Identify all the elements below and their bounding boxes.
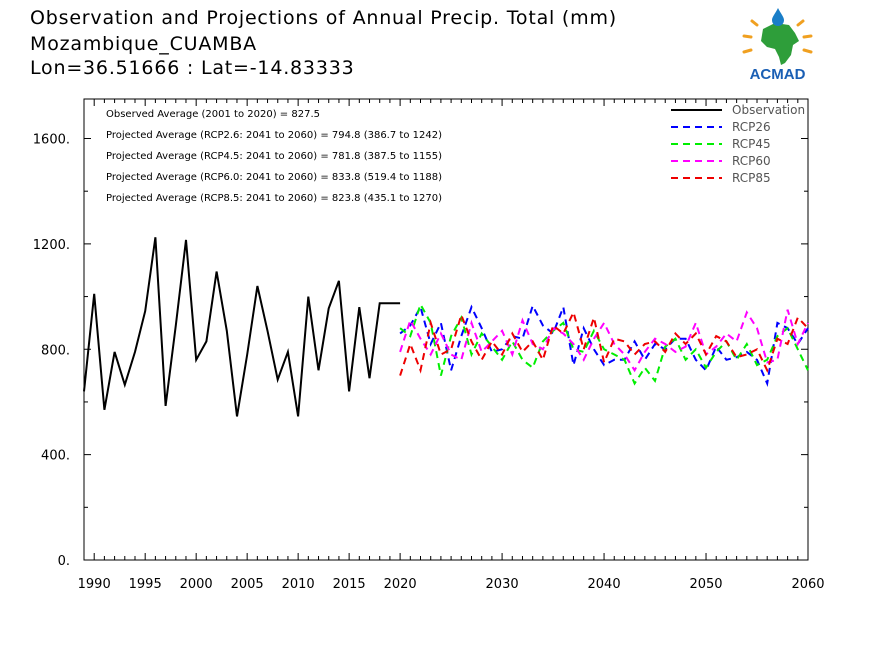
y-tick-label: 1600. — [33, 133, 70, 148]
series-line-rcp60 — [399, 309, 809, 373]
stat-rcp60: Projected Average (RCP6.0: 2041 to 2060)… — [106, 172, 442, 183]
station-name: Mozambique_CUAMBA — [30, 33, 257, 55]
x-tick-label: 2005 — [231, 577, 264, 592]
x-tick-label: 1990 — [78, 577, 111, 592]
legend-label-rcp60: RCP60 — [732, 154, 771, 168]
plot-frame — [83, 98, 809, 561]
x-tick-label: 2020 — [384, 577, 417, 592]
africa-map-logo: ACMAD — [742, 8, 813, 83]
legend-label-rcp45: RCP45 — [732, 137, 771, 151]
y-tick-label: 0. — [58, 554, 70, 569]
x-tick-label: 2050 — [689, 577, 722, 592]
station-coordinates: Lon=36.51666 : Lat=-14.83333 — [30, 57, 355, 79]
water-drop-icon — [772, 8, 784, 26]
legend-label-rcp26: RCP26 — [732, 120, 771, 134]
legend: Observation RCP26 RCP45 RCP60 RCP85 — [671, 103, 805, 185]
y-tick-label: 800. — [41, 343, 70, 358]
stat-rcp26: Projected Average (RCP2.6: 2041 to 2060)… — [106, 130, 442, 141]
sun-rays-icon — [742, 19, 813, 54]
stats-block: Observed Average (2001 to 2020) = 827.5 … — [106, 109, 442, 204]
x-tick-label: 2030 — [486, 577, 519, 592]
x-tick-label: 2010 — [282, 577, 315, 592]
series-layer — [83, 237, 809, 417]
stat-rcp45: Projected Average (RCP4.5: 2041 to 2060)… — [106, 151, 442, 162]
x-tick-label: 1995 — [129, 577, 162, 592]
legend-label-rcp85: RCP85 — [732, 171, 771, 185]
series-line-rcp45 — [399, 301, 809, 386]
stat-observed: Observed Average (2001 to 2020) = 827.5 — [106, 109, 320, 120]
x-tick-label: 2040 — [588, 577, 621, 592]
legend-label-observation: Observation — [732, 103, 805, 117]
x-tick-label: 2015 — [333, 577, 366, 592]
x-axis-ticks: 1990 1995 2000 2005 2010 2015 2020 2030 2040 2050… — [78, 99, 825, 592]
series-line-observation — [83, 237, 401, 417]
chart-title: Observation and Projections of Annual Pr… — [30, 7, 617, 29]
stat-rcp85: Projected Average (RCP8.5: 2041 to 2060)… — [106, 193, 442, 204]
africa-shape-icon — [761, 23, 799, 65]
series-line-rcp85 — [399, 309, 809, 376]
logo-text: ACMAD — [750, 66, 806, 83]
y-tick-label: 1200. — [33, 238, 70, 253]
x-tick-label: 2000 — [180, 577, 213, 592]
x-tick-label: 2060 — [791, 577, 824, 592]
y-tick-label: 400. — [41, 449, 70, 464]
